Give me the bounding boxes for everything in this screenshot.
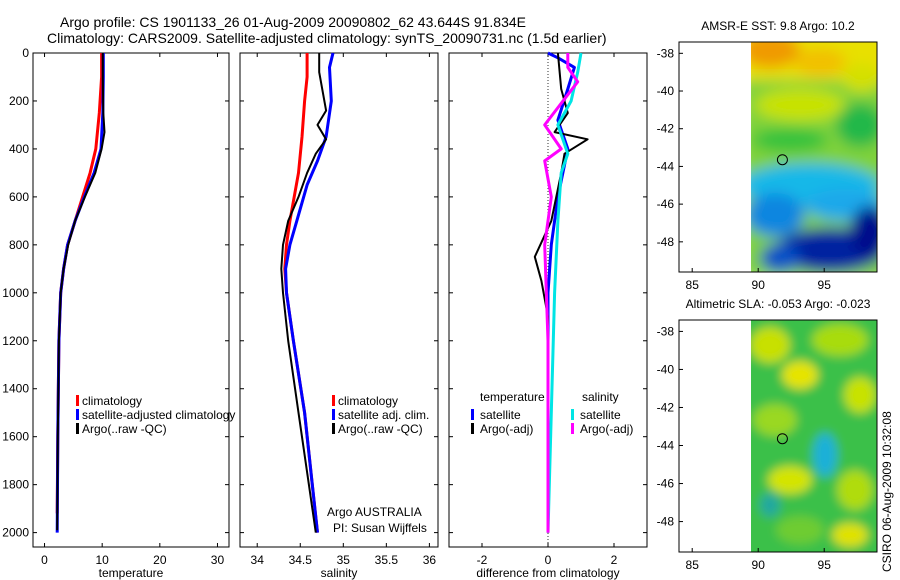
principal-investigator-label: PI: Susan Wijffels <box>333 521 427 535</box>
legend-entry: Argo(-adj) <box>480 422 533 436</box>
figure-title-line2: Climatology: CARS2009. Satellite-adjuste… <box>47 30 607 46</box>
legend-swatch <box>76 409 79 420</box>
legend-entry: satellite-adjusted climatology <box>82 408 235 422</box>
x-tick-label: 90 <box>752 558 766 572</box>
y-tick-label: -44 <box>657 159 675 173</box>
legend-swatch <box>76 423 79 434</box>
sst-map-axes-box <box>678 41 878 273</box>
series-line-argo <box>280 53 328 533</box>
x-axis-label: temperature <box>99 566 164 580</box>
x-tick-label: 90 <box>752 278 766 292</box>
y-tick-label: -46 <box>657 197 675 211</box>
sst-map-panel: AMSR-E SST: 9.8 Argo: 10.2 85 90 95 -38 -40 -4… <box>657 19 878 292</box>
y-tick-label: -48 <box>657 235 675 249</box>
legend-entry: satellite adj. clim. <box>338 408 429 422</box>
legend-swatch <box>471 423 474 434</box>
legend-entry: satellite <box>580 408 621 422</box>
temperature-profile-panel: 0 10 20 30 0 200 400 600 800 1000 1200 1400 1600 1800… <box>2 46 235 580</box>
legend-swatch <box>332 409 335 420</box>
x-tick-label: 0 <box>41 553 48 567</box>
series-line-climatology <box>55 53 104 514</box>
x-axis-label: difference from climatology <box>476 566 619 580</box>
x-tick-label: 85 <box>686 278 700 292</box>
legend-entry: climatology <box>82 394 142 408</box>
x-tick-label: 2 <box>611 553 618 567</box>
x-tick-label: 20 <box>153 553 167 567</box>
legend-entry: satellite <box>480 408 521 422</box>
y-tick-label: 400 <box>9 142 29 156</box>
series-line-satellite <box>284 52 335 533</box>
series-line-argo <box>56 53 106 531</box>
x-tick-label: 95 <box>818 278 832 292</box>
y-tick-label: 800 <box>9 238 29 252</box>
legend-swatch <box>332 423 335 434</box>
legend-entry: Argo(..raw -QC) <box>338 422 423 436</box>
y-tick-label: 1200 <box>2 334 29 348</box>
x-tick-label: 0 <box>545 553 552 567</box>
legend-group-title: temperature <box>480 390 545 404</box>
y-tick-label: -48 <box>657 515 675 529</box>
series-line-satellite <box>55 53 105 533</box>
salinity-profile-panel: 34 34.5 35 35.5 36 salinity climatologysatelli… <box>239 52 439 580</box>
x-tick-label: -2 <box>477 553 488 567</box>
legend-swatch <box>571 423 574 434</box>
x-tick-label: 85 <box>686 558 700 572</box>
series-line-salinity-satellite <box>546 52 583 533</box>
x-tick-label: 30 <box>211 553 225 567</box>
y-tick-label: 0 <box>22 46 29 60</box>
series-line-temperature-argo <box>533 52 589 533</box>
y-tick-label: -38 <box>657 324 675 338</box>
figure-title-line1: Argo profile: CS 1901133_26 01-Aug-2009 … <box>60 14 527 30</box>
y-tick-label: -42 <box>657 122 675 136</box>
y-tick-label: 1000 <box>2 286 29 300</box>
sla-map-panel: Altimetric SLA: -0.053 Argo: -0.023 85 90 9… <box>657 297 878 572</box>
x-axis-label: salinity <box>321 566 358 580</box>
float-position-marker <box>776 154 788 166</box>
legend-group-title: salinity <box>582 390 619 404</box>
y-tick-label: 600 <box>9 190 29 204</box>
timestamp-label: CSIRO 06-Aug-2009 10:32:08 <box>880 411 894 572</box>
temperature-profile-axes-box <box>32 52 230 548</box>
y-tick-label: -44 <box>657 439 675 453</box>
argo-country-label: Argo AUSTRALIA <box>327 505 422 519</box>
map-title: AMSR-E SST: 9.8 Argo: 10.2 <box>701 19 855 33</box>
x-tick-label: 10 <box>95 553 109 567</box>
legend-swatch <box>332 395 335 406</box>
y-tick-label: 1400 <box>2 382 29 396</box>
y-tick-label: 1800 <box>2 478 29 492</box>
y-tick-label: 2000 <box>2 526 29 540</box>
y-tick-label: 200 <box>9 94 29 108</box>
legend-entry: Argo(-adj) <box>580 422 633 436</box>
y-tick-label: -40 <box>657 362 675 376</box>
legend-entry: Argo(..raw -QC) <box>82 422 167 436</box>
y-tick-label: -40 <box>657 84 675 98</box>
legend-swatch <box>471 409 474 420</box>
x-tick-label: 35 <box>337 553 351 567</box>
series-line-salinity-argo <box>543 53 580 533</box>
x-tick-label: 34.5 <box>289 553 313 567</box>
series-line-climatology <box>283 53 319 533</box>
x-tick-label: 35.5 <box>375 553 399 567</box>
legend-entry: climatology <box>338 394 398 408</box>
legend-swatch <box>76 395 79 406</box>
x-tick-label: 34 <box>251 553 265 567</box>
x-tick-label: 36 <box>423 553 437 567</box>
y-tick-label: -38 <box>657 46 675 60</box>
y-tick-label: -46 <box>657 477 675 491</box>
x-tick-label: 95 <box>818 558 832 572</box>
sla-map-image <box>751 320 877 552</box>
legend-swatch <box>571 409 574 420</box>
y-tick-label: 1600 <box>2 430 29 444</box>
map-title: Altimetric SLA: -0.053 Argo: -0.023 <box>686 297 871 311</box>
sst-map-image <box>751 42 877 272</box>
y-tick-label: -42 <box>657 400 675 414</box>
salinity-profile-axes-box <box>239 52 439 548</box>
sla-map-axes-box <box>678 319 878 553</box>
series-line-temperature-satellite <box>546 51 576 533</box>
float-position-marker <box>776 433 788 445</box>
